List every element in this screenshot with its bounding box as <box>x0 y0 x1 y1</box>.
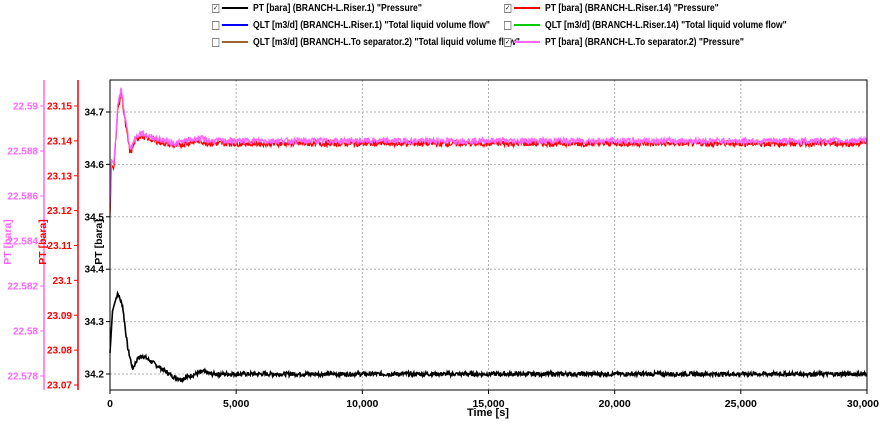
legend-checkbox[interactable] <box>212 20 220 30</box>
legend-swatch <box>221 41 249 43</box>
y-tick-label-red: 23.13 <box>47 171 72 182</box>
legend-swatch <box>513 7 541 9</box>
legend-item[interactable]: QLT [m3/d] (BRANCH-L.To separator.2) "To… <box>212 36 520 48</box>
legend-label: PT [bara] (BRANCH-L.Riser.14) "Pressure" <box>545 2 719 14</box>
y-tick-label-pink: 22.59 <box>13 102 38 113</box>
legend-swatch <box>513 24 541 26</box>
legend-item[interactable]: QLT [m3/d] (BRANCH-L.Riser.14) "Total li… <box>504 19 787 31</box>
y-tick-label-pink: 22.586 <box>7 192 38 203</box>
legend: ✓ PT [bara] (BRANCH-L.Riser.1) "Pressure"… <box>212 2 812 74</box>
y-tick-label-pink: 22.584 <box>7 237 38 248</box>
y-tick-label-pink: 22.58 <box>13 327 38 338</box>
x-tick-label: 20,000 <box>599 398 631 410</box>
legend-swatch <box>221 24 249 26</box>
series-line-1 <box>109 91 868 217</box>
x-tick-label: 10,000 <box>346 398 378 410</box>
legend-item[interactable]: ✓ PT [bara] (BRANCH-L.Riser.14) "Pressure… <box>504 2 719 14</box>
legend-label: PT [bara] (BRANCH-L.To separator.2) "Pre… <box>545 36 744 48</box>
grid-lines <box>110 80 867 390</box>
x-tick-label: 0 <box>107 398 113 410</box>
y-tick-label-red: 23.11 <box>48 241 73 252</box>
y-tick-label-black: 34.2 <box>85 370 105 381</box>
axes-layer: 0 5,000 10,000 15,000 20,000 25,000 30,000 22.5… <box>2 80 879 410</box>
legend-checkbox[interactable]: ✓ <box>504 3 512 13</box>
series-line-0 <box>109 290 868 384</box>
legend-label: QLT [m3/d] (BRANCH-L.To separator.2) "To… <box>253 36 520 48</box>
legend-item[interactable]: ✓ PT [bara] (BRANCH-L.Riser.1) "Pressure" <box>212 2 422 14</box>
legend-swatch <box>221 7 249 9</box>
y-axis-label-black: PT [bara] <box>93 219 105 265</box>
y-tick-label-black: 34.5 <box>85 212 105 223</box>
legend-checkbox[interactable] <box>504 20 512 30</box>
legend-item[interactable]: ✓ PT [bara] (BRANCH-L.To separator.2) "Pr… <box>504 36 744 48</box>
y-tick-label-red: 23.14 <box>47 136 72 147</box>
legend-checkbox[interactable] <box>212 37 220 47</box>
y-axis-label-pink: PT [bara] <box>2 219 14 265</box>
series-layer <box>109 87 868 384</box>
legend-item[interactable]: QLT [m3/d] (BRANCH-L.Riser.1) "Total liq… <box>212 19 490 31</box>
x-tick-label: 25,000 <box>725 398 757 410</box>
y-tick-label-black: 34.6 <box>85 160 105 171</box>
legend-label: PT [bara] (BRANCH-L.Riser.1) "Pressure" <box>253 2 422 14</box>
series-line-2 <box>109 87 868 207</box>
x-tick-label: 15,000 <box>472 398 504 410</box>
legend-label: QLT [m3/d] (BRANCH-L.Riser.1) "Total liq… <box>253 19 490 31</box>
y-tick-label-red: 23.15 <box>47 102 72 113</box>
x-tick-label: 5,000 <box>223 398 249 410</box>
y-tick-label-black: 34.4 <box>85 265 105 276</box>
y-tick-label-pink: 22.588 <box>7 147 38 158</box>
x-axis-label: Time [s] <box>467 407 509 419</box>
y-tick-label-red: 23.07 <box>47 381 72 392</box>
y-tick-label-black: 34.3 <box>85 317 105 328</box>
legend-swatch <box>513 41 541 43</box>
plot-frame <box>109 79 868 391</box>
y-tick-label-pink: 22.582 <box>7 282 38 293</box>
x-tick-label: 30,000 <box>847 398 879 410</box>
y-tick-label-red: 23.12 <box>47 206 72 217</box>
y-tick-label-red: 23.09 <box>47 311 72 322</box>
y-tick-label-red: 23.08 <box>47 346 72 357</box>
legend-checkbox[interactable]: ✓ <box>212 3 220 13</box>
y-tick-label-pink: 22.578 <box>7 372 38 383</box>
legend-label: QLT [m3/d] (BRANCH-L.Riser.14) "Total li… <box>545 19 787 31</box>
y-tick-label-red: 23.1 <box>53 276 73 287</box>
legend-checkbox[interactable]: ✓ <box>504 37 512 47</box>
y-tick-label-black: 34.7 <box>85 108 105 119</box>
y-axis-label-red: PT [bara] <box>37 219 49 265</box>
